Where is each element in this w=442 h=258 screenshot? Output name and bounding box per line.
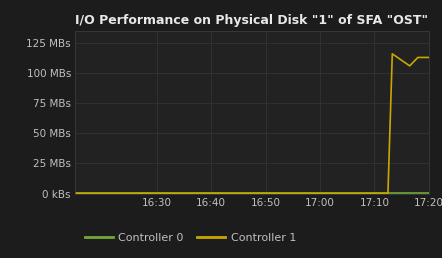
Title: I/O Performance on Physical Disk "1" of SFA "OST": I/O Performance on Physical Disk "1" of … <box>76 14 428 27</box>
Legend: Controller 0, Controller 1: Controller 0, Controller 1 <box>81 228 300 247</box>
